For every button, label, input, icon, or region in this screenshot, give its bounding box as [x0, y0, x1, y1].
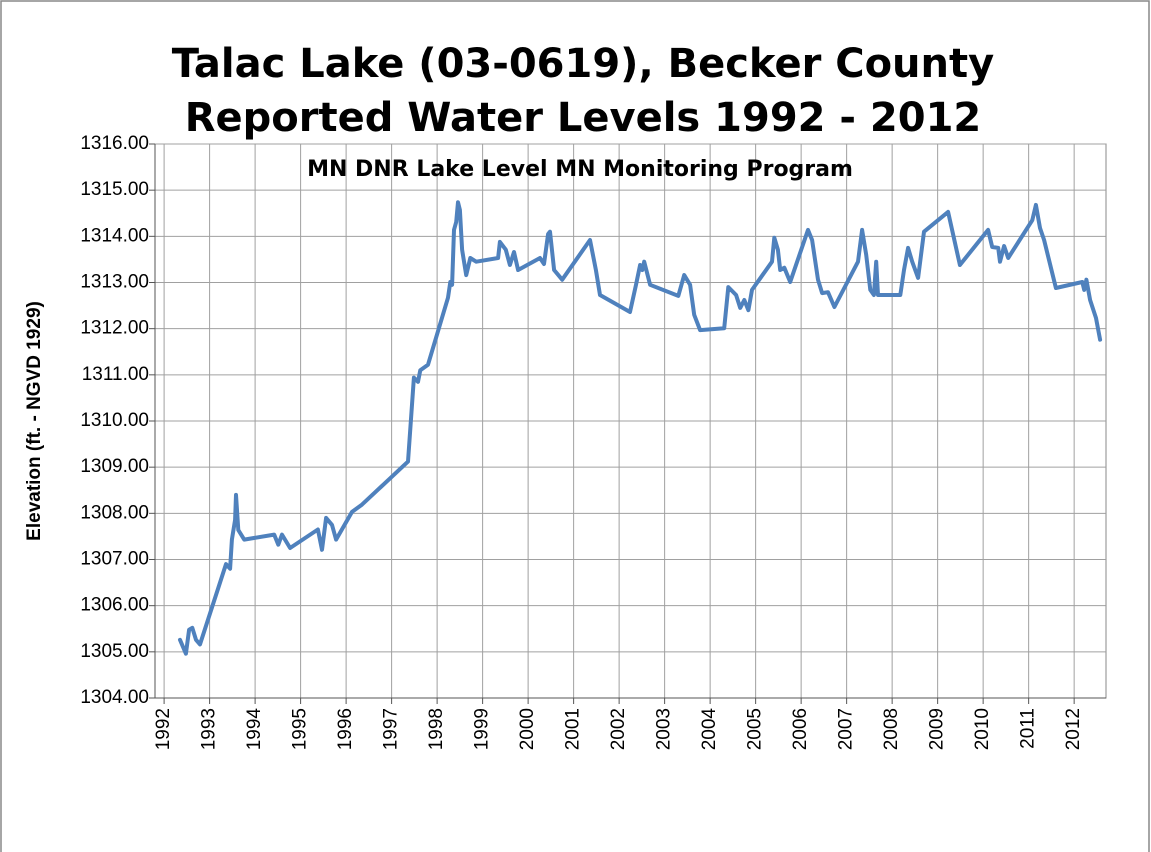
x-tick-label: 1993 — [199, 708, 220, 750]
y-tick-label: 1305.00 — [80, 641, 149, 662]
y-axis-label: Elevation (ft. - NGVD 1929) — [24, 301, 45, 541]
x-tick-label: 2006 — [790, 708, 811, 750]
chart-subtitle: Reported Water Levels 1992 - 2012 — [185, 95, 982, 141]
x-tick-label: 1992 — [153, 708, 174, 750]
x-tick-label: 2007 — [836, 708, 857, 750]
y-tick-label: 1310.00 — [80, 410, 149, 431]
data-line — [178, 200, 1103, 656]
y-tick-label: 1306.00 — [80, 595, 149, 616]
y-tick-label: 1304.00 — [80, 687, 149, 708]
y-tick-label: 1308.00 — [80, 502, 149, 523]
x-tick-label: 1998 — [426, 708, 447, 750]
x-tick-label: 1996 — [335, 708, 356, 750]
y-tick-label: 1311.00 — [82, 364, 149, 385]
x-tick-label: 2012 — [1063, 708, 1084, 750]
y-tick-label: 1316.00 — [80, 133, 149, 154]
x-tick-label: 2010 — [972, 708, 993, 750]
x-tick-label: 2002 — [608, 708, 629, 750]
y-tick-label: 1313.00 — [80, 272, 149, 293]
x-tick-label: 1999 — [472, 708, 493, 750]
y-tick-label: 1315.00 — [80, 179, 149, 200]
x-tick-label: 2009 — [927, 708, 948, 750]
x-tick-label: 1994 — [244, 708, 265, 751]
y-tick-label: 1309.00 — [80, 456, 149, 477]
x-tick-label: 2004 — [699, 708, 720, 751]
x-tick-label: 2005 — [745, 708, 766, 750]
x-tick-label: 2001 — [563, 708, 584, 750]
y-tick-label: 1312.00 — [80, 318, 149, 339]
x-tick-label: 2008 — [881, 708, 902, 750]
x-tick-label: 2000 — [517, 708, 538, 750]
annotation: MN DNR Lake Level MN Monitoring Program — [307, 157, 853, 182]
x-tick-label: 1995 — [290, 708, 311, 750]
chart-title: Talac Lake (03-0619), Becker County — [172, 41, 994, 87]
x-tick-label: 2003 — [654, 708, 675, 750]
x-tick-label: 1997 — [381, 708, 402, 750]
y-tick-label: 1307.00 — [80, 549, 149, 570]
y-tick-label: 1314.00 — [80, 225, 149, 246]
x-tick-label: 2011 — [1018, 708, 1039, 749]
